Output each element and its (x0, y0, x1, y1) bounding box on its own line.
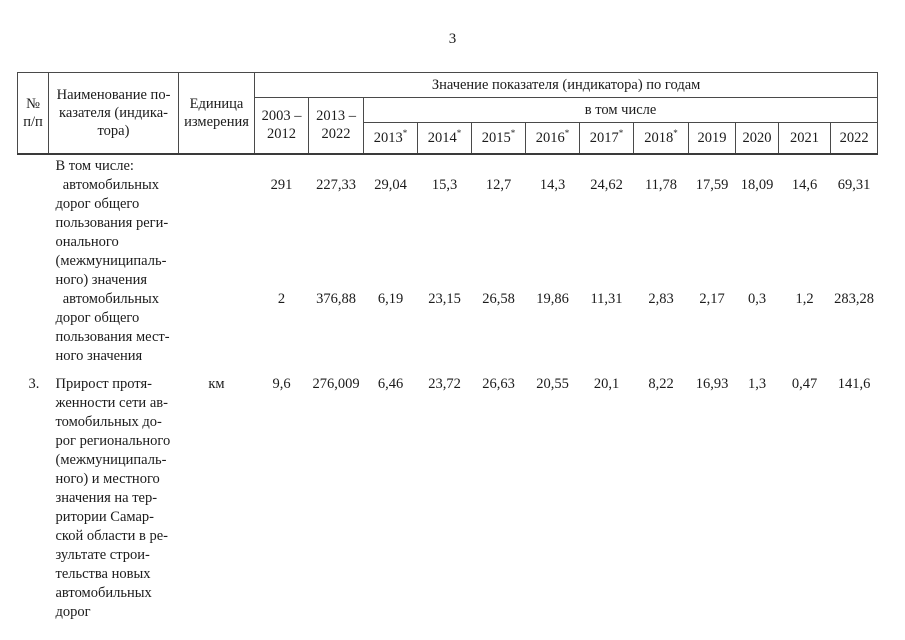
value-cell: 17,59 (695, 176, 729, 193)
value-cell: 26,63 (482, 375, 515, 392)
value-cell: 0,3 (747, 290, 767, 307)
value-cell: 6,46 (377, 375, 404, 392)
asterisk: * (456, 127, 462, 138)
header-year-2019: 2019 (688, 122, 736, 155)
table-row: 3. Прирост протя- женности сети ав- томо… (18, 366, 878, 622)
value-cell: 276,009 (312, 375, 360, 392)
value-cell: 23,72 (428, 375, 461, 392)
header-year-2016: 2016* (525, 122, 580, 155)
value-cell: 14,6 (791, 176, 818, 193)
header-year-2017: 2017* (579, 122, 634, 155)
unit-cell (179, 154, 255, 290)
value-cell: 20,1 (593, 375, 620, 392)
value-cell: 1,3 (747, 375, 767, 392)
indicator-name-cell: автомобильных дорог общего пользования м… (55, 290, 170, 364)
header-period-2003-2012: 2003 – 2012 (254, 97, 309, 155)
row-number-cell (18, 154, 49, 290)
unit-cell: км (208, 375, 225, 392)
header-year-2018: 2018* (633, 122, 689, 155)
table-row: автомобильных дорог общего пользования м… (18, 290, 878, 366)
header-year-2021: 2021 (778, 122, 831, 155)
value-cell: 2,83 (648, 290, 674, 307)
header-period-2013-2022: 2013 – 2022 (308, 97, 364, 155)
asterisk: * (618, 127, 624, 138)
value-cell: 24,62 (590, 176, 623, 193)
value-cell: 141,6 (837, 375, 871, 392)
asterisk: * (564, 127, 570, 138)
unit-cell (179, 290, 255, 366)
value-cell: 1,2 (795, 290, 814, 307)
value-cell: 283,28 (834, 290, 874, 307)
asterisk: * (673, 127, 678, 138)
value-cell: 0,47 (791, 375, 818, 392)
header-unit: Единица измерения (178, 72, 255, 155)
asterisk: * (402, 127, 408, 138)
value-cell: 18,09 (740, 176, 774, 193)
asterisk: * (510, 127, 516, 138)
table-row: В том числе: автомобильных дорог общего … (18, 154, 878, 290)
header-year-2015: 2015* (471, 122, 526, 155)
value-cell: 16,93 (695, 375, 729, 392)
header-year-2013: 2013* (363, 122, 418, 155)
value-cell: 69,31 (837, 176, 871, 193)
value-cell: 8,22 (648, 375, 674, 392)
value-cell: 19,86 (536, 290, 569, 307)
indicator-name-cell: Прирост протя- женности сети ав- томобил… (55, 375, 171, 620)
value-cell: 2 (277, 290, 286, 307)
value-cell: 9,6 (272, 375, 291, 392)
value-cell: 11,78 (644, 176, 678, 193)
row-number-cell: 3. (28, 375, 40, 392)
value-cell: 26,58 (482, 290, 515, 307)
table-header: № п/п Наименование по- казателя (индика-… (17, 72, 879, 155)
header-year-2014: 2014* (417, 122, 472, 155)
value-cell: 14,3 (539, 176, 566, 193)
header-row-number: № п/п (17, 72, 49, 155)
header-indicator-name: Наименование по- казателя (индика- тора) (48, 72, 179, 155)
value-cell: 20,55 (536, 375, 569, 392)
value-cell: 2,17 (699, 290, 725, 307)
value-cell: 23,15 (428, 290, 461, 307)
value-cell: 11,31 (590, 290, 623, 307)
value-cell: 12,7 (485, 176, 512, 193)
header-year-2020: 2020 (735, 122, 779, 155)
value-cell: 291 (270, 176, 293, 193)
value-cell: 29,04 (374, 176, 407, 193)
row-number-cell (18, 290, 49, 366)
value-cell: 227,33 (316, 176, 356, 193)
value-cell: 6,19 (377, 290, 404, 307)
indicators-table: № п/п Наименование по- казателя (индика-… (17, 72, 879, 622)
page-number: 3 (448, 31, 457, 47)
header-including: в том числе (362, 97, 879, 123)
value-cell: 15,3 (431, 176, 458, 193)
header-values-title: Значение показателя (индикатора) по года… (253, 72, 879, 98)
indicator-name-cell: В том числе: автомобильных дорог общего … (55, 157, 169, 288)
value-cell: 376,88 (316, 290, 356, 307)
header-year-2022: 2022 (829, 122, 879, 155)
